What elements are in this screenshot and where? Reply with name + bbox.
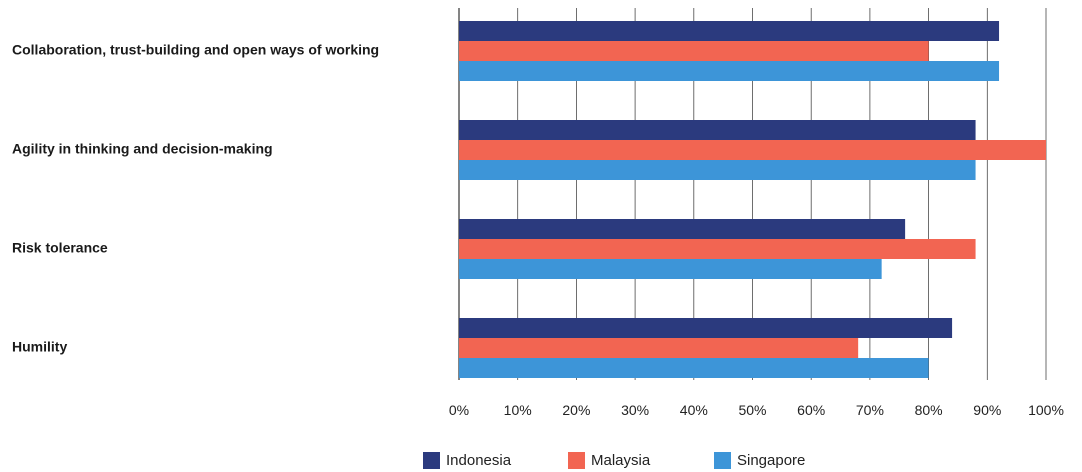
x-axis-tick-labels: 0% 10% 20% 30% 40% 50% 60% 70% 80% 90% 100%	[449, 402, 1064, 418]
x-tick-label: 30%	[621, 402, 649, 418]
legend-label: Indonesia	[446, 452, 512, 469]
x-tick-label: 90%	[973, 402, 1001, 418]
category-label: Risk tolerance	[12, 240, 108, 256]
bar-singapore-0	[459, 61, 1000, 81]
legend-swatch	[423, 452, 440, 469]
category-labels: Collaboration, trust-building and open w…	[12, 42, 379, 355]
legend-swatch	[714, 452, 731, 469]
x-tick-label: 20%	[562, 402, 590, 418]
bar-indonesia-2	[459, 219, 906, 239]
legend-swatch	[568, 452, 585, 469]
category-label: Agility in thinking and decision-making	[12, 141, 273, 157]
bar-malaysia-1	[459, 140, 1046, 160]
x-tick-label: 60%	[797, 402, 825, 418]
legend-label: Malaysia	[591, 452, 651, 469]
bar-malaysia-0	[459, 41, 929, 61]
bar-indonesia-3	[459, 318, 953, 338]
bar-indonesia-0	[459, 21, 1000, 41]
x-tick-label: 10%	[504, 402, 532, 418]
bar-indonesia-1	[459, 120, 976, 140]
x-tick-label: 50%	[738, 402, 766, 418]
legend-item-malaysia: Malaysia	[568, 452, 651, 469]
x-tick-label: 40%	[680, 402, 708, 418]
legend-label: Singapore	[737, 452, 805, 469]
bar-singapore-2	[459, 259, 882, 279]
category-label: Humility	[12, 339, 67, 355]
legend-item-indonesia: Indonesia	[423, 452, 512, 469]
x-tick-label: 70%	[856, 402, 884, 418]
bar-singapore-1	[459, 160, 976, 180]
bars	[459, 21, 1046, 378]
legend-item-singapore: Singapore	[714, 452, 805, 469]
category-label: Collaboration, trust-building and open w…	[12, 42, 379, 58]
x-tick-label: 0%	[449, 402, 469, 418]
legend: Indonesia Malaysia Singapore	[423, 452, 805, 469]
x-tick-label: 80%	[915, 402, 943, 418]
bar-malaysia-2	[459, 239, 976, 259]
bar-singapore-3	[459, 358, 929, 378]
x-tick-label: 100%	[1028, 402, 1064, 418]
bar-malaysia-3	[459, 338, 859, 358]
